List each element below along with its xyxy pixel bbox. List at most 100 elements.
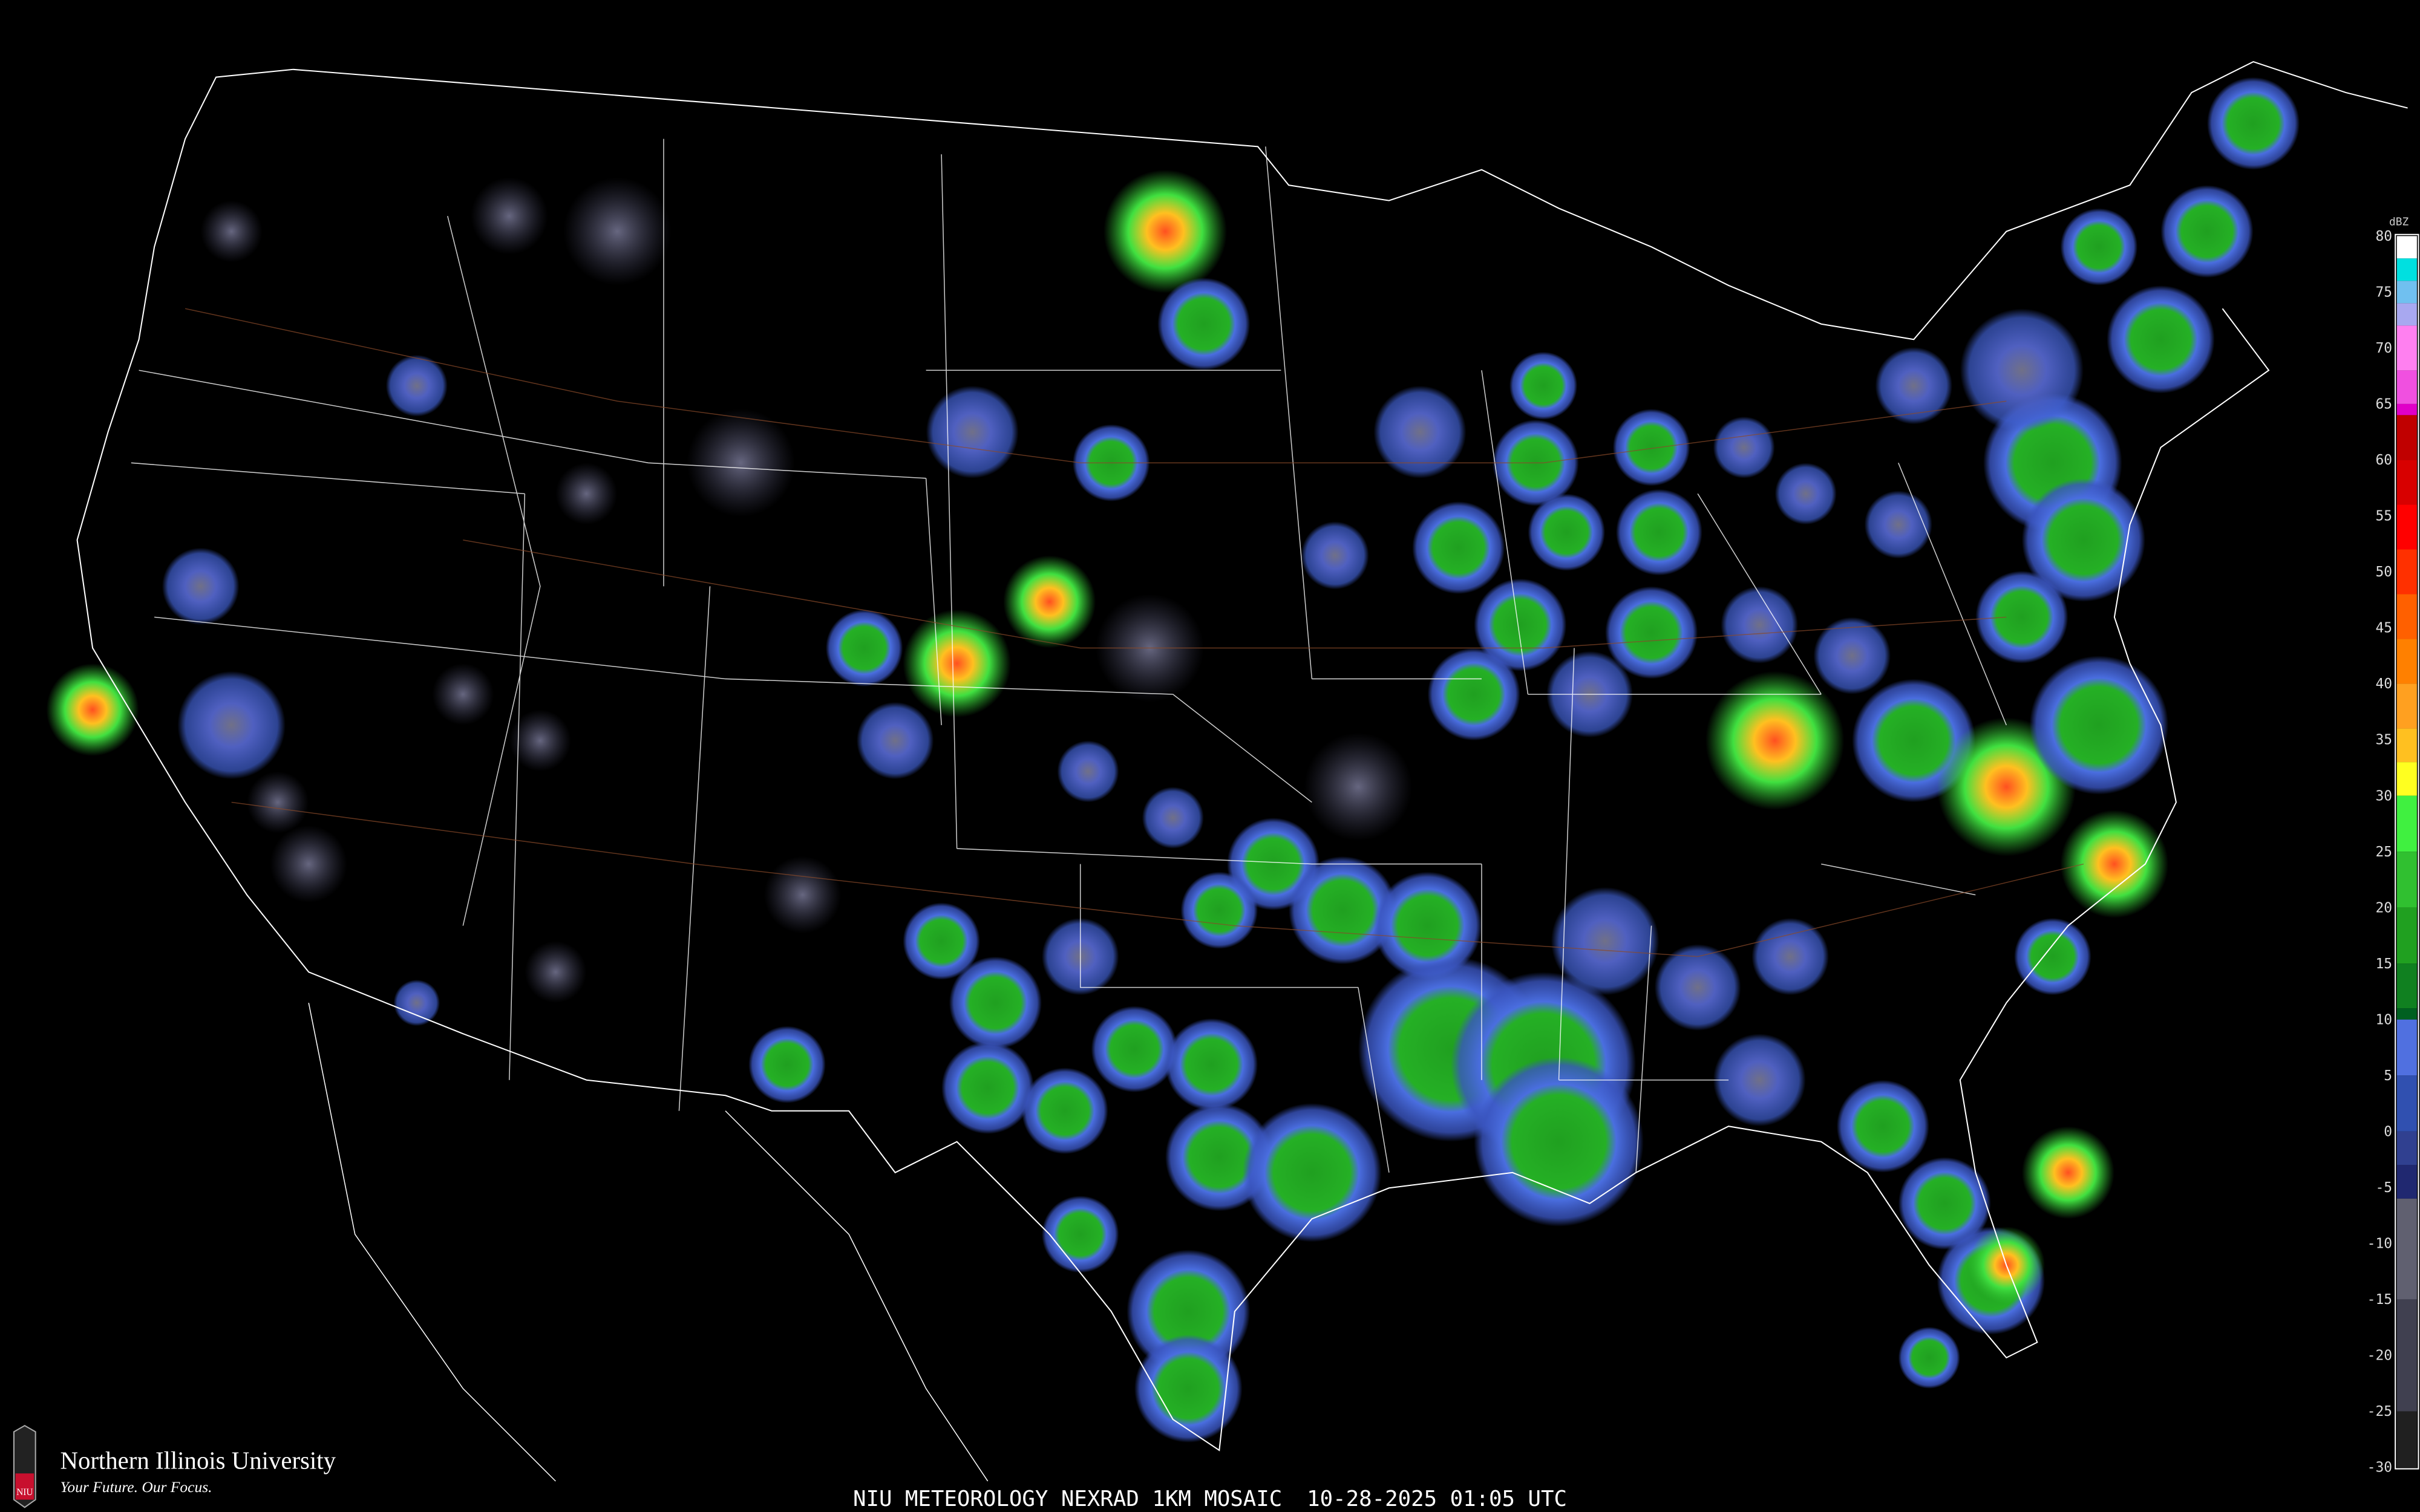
legend-label: 20 xyxy=(2375,900,2392,916)
legend-label: 30 xyxy=(2375,788,2392,804)
radar-echo xyxy=(687,409,795,517)
legend-label: 40 xyxy=(2375,676,2392,692)
radar-echo xyxy=(1127,1250,1251,1374)
radar-echo xyxy=(1474,1057,1644,1227)
legend-swatch xyxy=(2396,236,2417,259)
radar-echo xyxy=(1751,917,1829,996)
legend-label: 80 xyxy=(2375,229,2392,244)
radar-echo xyxy=(1705,671,1845,810)
radar-echo xyxy=(941,1041,1035,1134)
legend-unit: dBZ xyxy=(2389,215,2409,228)
radar-echo xyxy=(1134,1334,1243,1443)
radar-echo xyxy=(432,663,494,725)
niu-name: Northern Illinois University xyxy=(60,1447,336,1475)
dbz-legend: 80757065605550454035302520151050-5-10-15… xyxy=(2367,215,2419,1476)
radar-echo xyxy=(1864,490,1932,559)
legend-label: 15 xyxy=(2375,956,2392,972)
radar-echo xyxy=(247,771,309,833)
legend-label: 5 xyxy=(2384,1068,2392,1084)
map-title: NIU METEOROLOGY NEXRAD 1KM MOSAIC xyxy=(853,1487,1282,1511)
legend-swatch xyxy=(2396,403,2417,415)
legend-swatch xyxy=(2396,370,2417,404)
radar-echo xyxy=(1373,385,1467,478)
legend-label: 50 xyxy=(2375,564,2392,580)
legend-swatch xyxy=(2396,728,2417,763)
radar-echo xyxy=(1021,1067,1108,1155)
legend-swatch xyxy=(2396,1411,2417,1468)
radar-echo xyxy=(1875,347,1953,425)
legend-swatch xyxy=(2396,963,2417,1009)
mexico-border xyxy=(308,1003,989,1482)
radar-echo xyxy=(1242,1103,1382,1242)
legend-frame xyxy=(2395,233,2419,1470)
radar-echo xyxy=(177,671,286,780)
legend-swatch xyxy=(2396,303,2417,326)
radar-echo xyxy=(825,609,903,687)
legend-swatch xyxy=(2396,1165,2417,1199)
radar-echo xyxy=(1304,732,1413,841)
legend-swatch xyxy=(2396,594,2417,639)
state-lines xyxy=(131,138,2007,1173)
radar-echo xyxy=(2060,810,2169,918)
radar-echo xyxy=(1412,501,1505,595)
radar-echo xyxy=(1813,617,1891,694)
legend-label: 65 xyxy=(2375,397,2392,412)
radar-echo xyxy=(1289,856,1397,965)
radar-echo xyxy=(1157,278,1251,371)
radar-echo xyxy=(1898,1157,1991,1250)
legend-swatch xyxy=(2396,1131,2417,1165)
legend-swatch xyxy=(2396,795,2417,852)
radar-echo xyxy=(1041,1196,1119,1273)
map-title-line: NIU METEOROLOGY NEXRAD 1KM MOSAIC 10-28-2… xyxy=(853,1487,1567,1511)
legend-swatch xyxy=(2396,683,2417,729)
radar-echo xyxy=(1713,416,1775,478)
radar-echo xyxy=(2014,917,2091,996)
legend-label: -5 xyxy=(2375,1180,2392,1196)
radar-echo xyxy=(200,200,263,262)
legend-label: 70 xyxy=(2375,341,2392,356)
radar-echo xyxy=(856,702,934,780)
radar-echo xyxy=(926,385,1019,478)
radar-echo xyxy=(2021,478,2145,602)
radar-echoes xyxy=(46,77,2300,1443)
legend-swatch xyxy=(2396,852,2417,908)
radar-echo xyxy=(509,709,571,772)
radar-echo xyxy=(1057,740,1119,803)
legend-label: -15 xyxy=(2367,1292,2392,1308)
radar-echo xyxy=(764,856,842,934)
radar-echo xyxy=(270,825,347,903)
radar-echo xyxy=(1091,1006,1178,1093)
radar-echo xyxy=(393,979,440,1026)
radar-echo xyxy=(1103,169,1228,293)
radar-echo xyxy=(1605,586,1698,679)
radar-echo xyxy=(1427,648,1520,741)
radar-echo xyxy=(2206,77,2300,170)
legend-swatch xyxy=(2396,1019,2417,1076)
legend-label: 0 xyxy=(2384,1124,2392,1139)
legend-swatch xyxy=(2396,504,2417,550)
radar-echo xyxy=(2029,656,2169,795)
radar-echo xyxy=(903,609,1011,718)
legend-label: 25 xyxy=(2375,844,2392,860)
legend-label: -30 xyxy=(2367,1460,2392,1476)
radar-echo xyxy=(1713,1034,1806,1127)
radar-echo xyxy=(1721,586,1798,663)
legend-swatch xyxy=(2396,258,2417,281)
radar-echo xyxy=(1165,1018,1258,1111)
legend-swatch xyxy=(2396,415,2417,460)
legend-swatch xyxy=(2396,549,2417,595)
radar-echo xyxy=(525,941,587,1003)
radar-echo xyxy=(385,354,448,417)
radar-echo xyxy=(1612,409,1690,486)
radar-echo xyxy=(2107,285,2215,394)
radar-echo xyxy=(1528,494,1606,571)
legend-swatch xyxy=(2396,1008,2417,1020)
niu-tagline: Your Future. Our Focus. xyxy=(60,1478,212,1496)
radar-echo xyxy=(2160,185,2254,278)
legend-swatch xyxy=(2396,325,2417,371)
legend-label: 45 xyxy=(2375,621,2392,636)
highways xyxy=(185,308,2084,957)
radar-echo xyxy=(1654,944,1741,1031)
radar-echo xyxy=(563,177,672,285)
radar-echo xyxy=(1142,787,1204,849)
